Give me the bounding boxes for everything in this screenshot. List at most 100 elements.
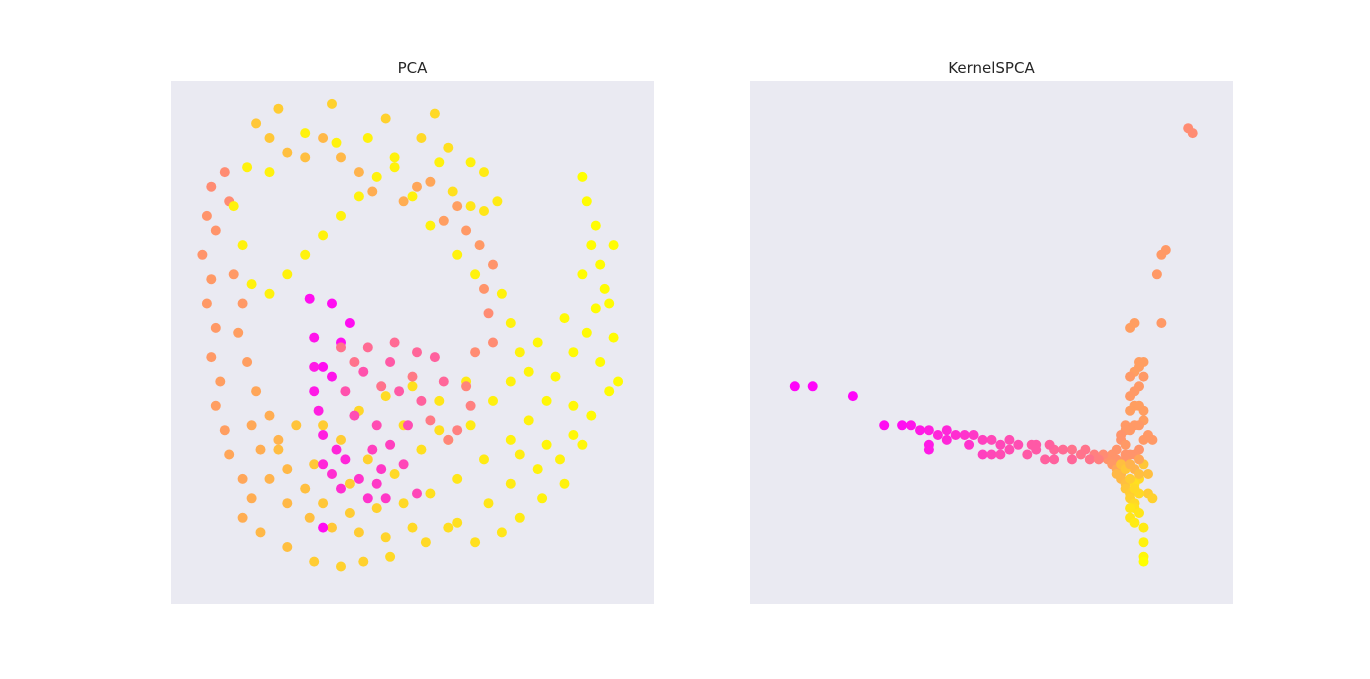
pca-point (608, 240, 619, 251)
pca-point (376, 464, 387, 475)
kernelspca-point (1125, 371, 1136, 382)
pca-point (514, 512, 525, 523)
kernelspca-point (1129, 517, 1140, 528)
pca-point (474, 240, 485, 251)
pca-point (327, 98, 337, 109)
kernelspca-point (995, 439, 1006, 450)
pca-title: PCA (397, 59, 428, 77)
pca-point (344, 478, 355, 489)
pca-point (470, 537, 481, 548)
pca-point (331, 444, 342, 455)
pca-point (488, 395, 498, 406)
kernelspca-point (1138, 522, 1149, 533)
pca-point (318, 230, 329, 241)
pca-point (300, 128, 311, 139)
kernelspca-point (1004, 434, 1015, 445)
kernelspca-point (1138, 434, 1149, 445)
pca-point (237, 512, 248, 523)
pca-point (407, 522, 418, 533)
kernelspca-point (964, 439, 975, 450)
pca-point (496, 527, 507, 538)
kernelspca-point (789, 381, 800, 392)
pca-point (318, 498, 329, 509)
pca-point (577, 439, 588, 450)
pca-point (206, 274, 217, 285)
pca-point (242, 357, 253, 367)
kernelspca-point (923, 425, 934, 436)
pca-point (309, 459, 320, 470)
kernelspca-point (1134, 454, 1144, 465)
pca-point (242, 162, 253, 173)
pca-point (577, 269, 588, 280)
pca-point (380, 391, 391, 402)
pca-point (586, 410, 597, 421)
pca-point (523, 366, 534, 377)
pca-point (470, 269, 481, 280)
pca-point (465, 400, 476, 411)
pca-point (371, 503, 382, 514)
pca-point (438, 215, 449, 226)
pca-point (309, 332, 320, 343)
pca-point (389, 337, 400, 348)
pca-point (541, 395, 552, 406)
pca-point (246, 420, 257, 431)
pca-point (429, 352, 440, 363)
kernelspca-point (1143, 469, 1153, 479)
pca-point (380, 493, 391, 504)
pca-point (385, 357, 396, 367)
pca-point (452, 425, 463, 436)
pca-point (398, 459, 409, 470)
pca-point (344, 318, 355, 328)
pca-point (505, 434, 516, 445)
kernelspca-title: KernelSPCA (948, 59, 1035, 77)
pca-point (586, 240, 597, 251)
kernelspca-point (1134, 508, 1144, 518)
pca-point (219, 167, 230, 178)
kernelspca-point (1147, 493, 1158, 504)
pca-point (376, 381, 387, 392)
pca-point (282, 269, 293, 280)
pca-point (434, 395, 445, 406)
pca-point (452, 201, 463, 212)
pca-point (215, 376, 226, 387)
pca-point (251, 118, 262, 129)
pca-point (246, 279, 257, 290)
pca-point (237, 240, 248, 251)
pca-point (505, 478, 516, 489)
kernelspca-point (1111, 469, 1122, 479)
kernelspca-point (1125, 391, 1136, 402)
pca-point (353, 191, 364, 202)
kernelspca-point (923, 444, 934, 455)
pca-point (595, 259, 606, 270)
kernelspca-point (995, 449, 1006, 460)
pca-point (362, 342, 373, 353)
pca-point (568, 430, 579, 440)
pca-point (488, 337, 498, 348)
pca-point (425, 488, 436, 499)
kernelspca-point (1084, 454, 1095, 465)
pca-point (541, 439, 552, 450)
pca-point (344, 508, 355, 518)
kernelspca-point (1125, 503, 1136, 514)
pca-point (577, 171, 588, 182)
pca-point (492, 196, 503, 207)
kernelspca-point (1120, 439, 1131, 450)
pca-point (532, 464, 543, 475)
pca-point (362, 454, 373, 465)
kernelspca-point (1022, 449, 1033, 460)
kernelspca-point (1044, 439, 1055, 450)
kernelspca-point (941, 425, 952, 436)
pca-point (318, 420, 329, 431)
kernelspca-point (1067, 454, 1077, 465)
pca-point (282, 498, 293, 509)
pca-point (581, 327, 592, 338)
pca-point (246, 493, 257, 504)
pca-point (327, 469, 337, 479)
pca-point (420, 537, 431, 548)
pca-point (479, 206, 489, 216)
pca-point (412, 181, 422, 192)
kernelspca-point (932, 430, 943, 440)
pca-point (197, 249, 208, 260)
pca-point (309, 361, 320, 372)
pca-point (608, 332, 619, 343)
